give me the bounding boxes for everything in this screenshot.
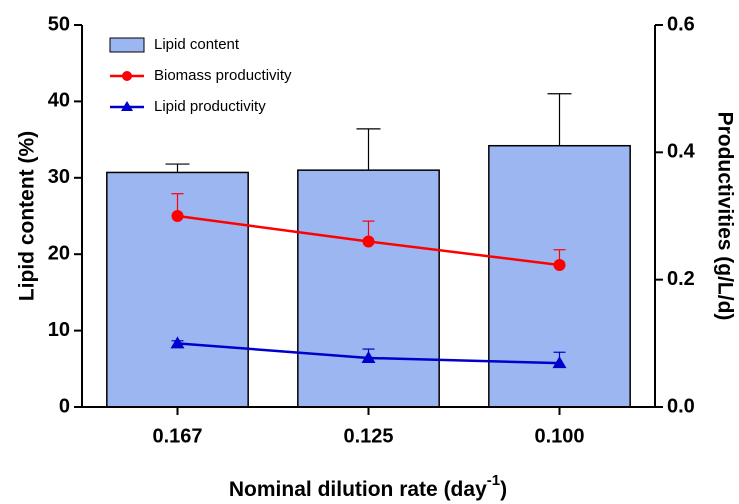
point: [553, 259, 566, 272]
y-tick-label: 50: [48, 13, 70, 35]
legend-label: Biomass productivity: [154, 67, 292, 84]
x-tick-label: 0.167: [152, 425, 202, 447]
bar: [297, 169, 440, 408]
y-tick-label: 20: [48, 242, 70, 264]
y2-tick-label: 0.2: [667, 268, 695, 290]
y-tick-label: 40: [48, 90, 70, 112]
point: [552, 356, 567, 369]
legend-label: Lipid content: [154, 36, 240, 53]
y-axis-title: Lipid content (%): [16, 131, 39, 301]
x-axis-title-sup: -1: [487, 472, 500, 489]
legend-label: Lipid productivity: [154, 98, 266, 115]
x-axis-title: Nominal dilution rate (day-1): [229, 472, 507, 501]
y2-tick-label: 0.0: [667, 395, 695, 417]
point: [361, 350, 376, 363]
y2-tick-label: 0.6: [667, 13, 695, 35]
legend-marker: [121, 101, 133, 111]
point: [170, 336, 185, 349]
y-tick-label: 30: [48, 166, 70, 188]
legend-swatch: [109, 37, 145, 53]
y-tick-label: 0: [59, 395, 70, 417]
x-axis-title-text: Nominal dilution rate (day: [229, 478, 487, 501]
point: [171, 210, 184, 222]
legend-marker: [122, 71, 132, 81]
point: [362, 235, 375, 248]
x-tick-label: 0.125: [343, 425, 393, 447]
y2-axis-title: Productivities (g/L/d): [713, 112, 736, 321]
y2-tick-label: 0.4: [667, 141, 696, 163]
y-tick-label: 10: [48, 319, 70, 341]
x-tick-label: 0.100: [534, 425, 584, 447]
x-axis-title-suffix: ): [500, 478, 507, 501]
